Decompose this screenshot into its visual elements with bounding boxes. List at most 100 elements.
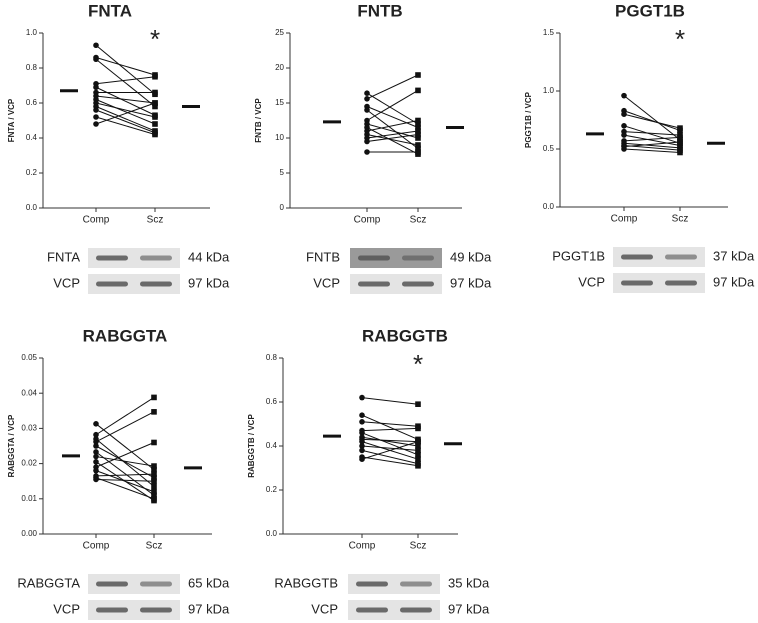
blot-size: 44 kDa (188, 249, 230, 264)
comp-point (93, 114, 99, 120)
blot-band (96, 607, 128, 613)
comp-point (359, 394, 365, 401)
pair-line (95, 102, 156, 118)
comp-point (93, 467, 99, 474)
blot-band (665, 254, 697, 260)
scz-point (415, 443, 421, 449)
comp-point (359, 443, 365, 449)
scz-point (415, 142, 421, 148)
pair-line (95, 423, 155, 470)
comp-point (364, 90, 370, 96)
blot-band (96, 281, 128, 287)
pair-line (361, 438, 419, 443)
y-tick-label: 0 (280, 203, 285, 212)
blot-protein: VCP (311, 601, 338, 616)
comp-point (621, 111, 627, 117)
y-tick-label: 0.00 (21, 529, 37, 538)
scz-point (151, 394, 157, 401)
blot-band (356, 607, 388, 613)
chart: RABGGTA RABGGTA / VCP 0.00 0.01 0.02 0.03 0.04… (7, 326, 230, 620)
pair-line (95, 58, 156, 107)
blot-protein: VCP (53, 275, 80, 290)
pair-line (95, 116, 156, 135)
blot-image (613, 247, 705, 267)
y-tick-label: 0.2 (26, 168, 38, 177)
y-tick-label: 15 (275, 98, 284, 107)
pair-line (361, 456, 419, 467)
blot-protein: VCP (53, 601, 80, 616)
comp-point (93, 453, 99, 460)
blot-image (348, 600, 440, 620)
blot-image (350, 274, 442, 294)
y-tick-label: 25 (275, 28, 284, 37)
pair-line (95, 109, 156, 134)
comp-point (359, 412, 365, 419)
blot-band (140, 255, 172, 261)
comp-point (93, 107, 99, 113)
scz-point (152, 100, 158, 106)
pair-line (95, 99, 156, 125)
scz-point (415, 456, 421, 462)
pair-line (623, 95, 681, 141)
blot-protein: VCP (313, 275, 340, 290)
x-tick-label: Scz (410, 541, 427, 552)
scz-point (677, 149, 683, 156)
comp-point (359, 430, 365, 436)
comp-point (93, 42, 99, 49)
scz-point (677, 134, 683, 141)
pair-line (361, 432, 419, 456)
chart-title: RABGGTA (83, 326, 168, 345)
comp-point (93, 459, 99, 465)
scz-point (415, 425, 421, 432)
pair-line (366, 134, 419, 146)
blot-band (140, 281, 172, 287)
comp-point (93, 121, 99, 127)
blot-band (358, 255, 390, 261)
scz-point (415, 128, 421, 134)
comp-point (93, 438, 99, 445)
blot-band (665, 280, 697, 286)
y-axis-label: RABGGTB / VCP (247, 414, 256, 478)
y-tick-label: 0.4 (266, 441, 278, 450)
comp-point (364, 138, 370, 145)
scz-point (415, 124, 421, 131)
chart-title: RABGGTB (362, 326, 448, 345)
blot-image (348, 574, 440, 594)
blot-band (402, 281, 434, 287)
scz-point (151, 439, 157, 446)
y-tick-label: 1.0 (26, 28, 38, 37)
y-tick-label: 10 (275, 133, 284, 142)
y-tick-label: 0.2 (266, 485, 278, 494)
pair-line (623, 148, 681, 153)
pair-line (623, 113, 681, 129)
scz-point (151, 463, 157, 469)
comp-point (621, 132, 627, 138)
pair-line (361, 421, 419, 427)
pair-line (95, 106, 156, 132)
comp-point (621, 146, 627, 152)
comp-point (359, 419, 365, 425)
scz-point (677, 139, 683, 145)
comp-point (93, 56, 99, 63)
pair-line (366, 130, 419, 139)
blot-band (140, 581, 172, 587)
y-tick-label: 0.05 (21, 353, 37, 362)
blot-band (402, 255, 434, 261)
x-tick-label: Scz (146, 541, 163, 552)
x-tick-label: Comp (354, 215, 381, 226)
blot-protein: VCP (578, 274, 605, 289)
y-tick-label: 5 (280, 168, 285, 177)
pair-line (95, 470, 155, 493)
pair-line (95, 397, 155, 436)
blot-protein: FNTB (306, 249, 340, 264)
scz-point (152, 114, 158, 120)
blot-image (350, 248, 442, 268)
blot-image (88, 574, 180, 594)
blot-band (621, 280, 653, 286)
pair-line (623, 141, 681, 148)
scz-point (151, 492, 157, 499)
comp-point (364, 149, 370, 155)
scz-point (152, 89, 158, 96)
pair-line (623, 125, 681, 144)
